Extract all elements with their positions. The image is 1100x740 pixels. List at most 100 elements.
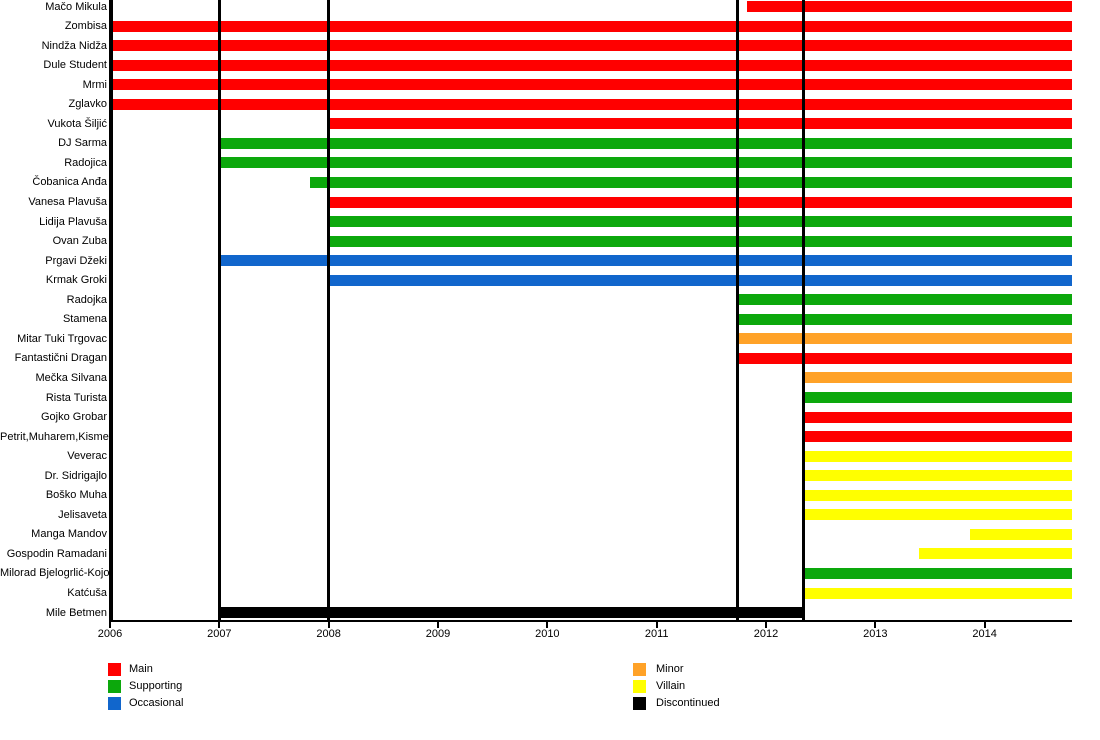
axis-tick <box>436 620 439 628</box>
axis-tick <box>764 620 767 628</box>
row-label: Krmak Groki <box>45 274 107 287</box>
row-label: Mitar Tuki Trgovac <box>17 332 107 345</box>
legend-swatch-main-icon <box>108 663 121 676</box>
row-label: Stamena <box>62 313 107 326</box>
axis-tick <box>983 620 986 628</box>
timeline-bar <box>328 274 1073 286</box>
legend-label: Occasional <box>129 696 184 709</box>
season-divider-line <box>217 0 221 621</box>
timeline-bar <box>919 548 1073 560</box>
row-label: Lidija Plavuša <box>39 215 107 228</box>
row-label: Mile Betmen <box>45 606 107 619</box>
row-label: Vanesa Plavuša <box>28 196 107 208</box>
row-label: Prgavi Džeki <box>45 254 107 267</box>
row-label: Nindža Nidža <box>41 39 107 52</box>
axis-tick-label: 2009 <box>425 628 451 640</box>
axis-tick-label: 2013 <box>863 628 888 640</box>
timeline-bar <box>219 255 1073 267</box>
timeline-bar <box>110 20 1073 32</box>
timeline-bar <box>803 470 1073 482</box>
timeline-bar <box>737 313 1073 325</box>
row-label: Dule Student <box>43 59 107 72</box>
row-label: Radojka <box>66 293 107 306</box>
row-label: Katćuša <box>67 587 107 599</box>
axis-tick <box>109 620 111 628</box>
row-label: Veverac <box>67 450 107 463</box>
legend-swatch-minor-icon <box>633 663 646 676</box>
row-label: Mačo Mikula <box>45 0 107 13</box>
timeline-bar <box>747 1 1073 12</box>
timeline-bar <box>219 607 804 619</box>
row-label: Mečka Silvana <box>35 371 107 384</box>
timeline-bar <box>110 98 1073 110</box>
legend-label: Discontinued <box>656 696 720 709</box>
axis-tick-label: 2007 <box>207 628 232 640</box>
row-label: Ovan Zuba <box>52 235 107 248</box>
timeline-bar <box>328 235 1073 247</box>
legend-label: Supporting <box>129 680 183 692</box>
timeline-bar <box>803 489 1073 501</box>
row-label: Mrmi <box>82 78 107 91</box>
timeline-bar <box>803 509 1073 521</box>
row-label: Jelisaveta <box>58 508 107 521</box>
row-label: Čobanica Anđa <box>32 176 107 189</box>
timeline-bar <box>970 528 1073 540</box>
row-label: DJ Sarma <box>58 137 107 150</box>
timeline-bar <box>803 411 1073 423</box>
axis-tick <box>874 620 877 628</box>
axis-tick-label: 2008 <box>316 628 341 640</box>
timeline-bar <box>328 118 1073 130</box>
timeline-bar <box>737 352 1073 364</box>
row-label: Zglavko <box>68 98 107 111</box>
axis-tick-label: 2014 <box>972 628 997 640</box>
axis-tick-label: 2011 <box>644 628 669 640</box>
timeline-bar <box>737 333 1073 345</box>
axis-tick-label: 2006 <box>97 628 123 640</box>
timeline-bar <box>803 567 1073 579</box>
timeline-bar <box>328 216 1073 228</box>
legend-label: Villain <box>656 680 686 692</box>
row-label: Milorad Bjelogrlić-Kojo <box>0 567 110 580</box>
season-divider-line <box>736 0 740 621</box>
row-label: Manga Mandov <box>31 528 107 541</box>
row-label: Dr. Sidrigajlo <box>44 469 107 482</box>
axis-tick-label: 2012 <box>753 628 779 640</box>
row-label: Boško Muha <box>45 489 107 502</box>
x-axis-line <box>110 619 1073 622</box>
timeline-bar <box>328 196 1073 208</box>
row-label: Radojica <box>64 156 107 169</box>
axis-tick <box>546 620 549 628</box>
legend-swatch-villain-icon <box>633 680 646 693</box>
legend-swatch-discontinued-icon <box>633 696 646 710</box>
timeline-bar <box>219 157 1073 169</box>
axis-tick <box>218 620 221 628</box>
timeline-bar <box>803 372 1073 384</box>
row-label: Vukota Šiljić <box>47 117 107 130</box>
y-axis-line <box>109 0 113 621</box>
axis-tick-label: 2010 <box>535 628 560 640</box>
season-divider-line <box>327 0 331 621</box>
legend-label: Minor <box>656 663 684 675</box>
legend-swatch-supporting-icon <box>108 680 121 693</box>
timeline-bar <box>803 587 1073 599</box>
row-label: Rista Turista <box>45 391 107 404</box>
row-label: Gojko Grobar <box>40 411 107 424</box>
timeline-bar <box>110 79 1073 91</box>
row-label: Fantastični Dragan <box>14 352 107 365</box>
timeline-bar <box>110 59 1073 71</box>
axis-tick <box>655 620 658 628</box>
legend-label: Main <box>129 663 153 675</box>
timeline-bar <box>803 450 1073 462</box>
row-label: Petrit,Muharem,Kismet <box>0 430 112 443</box>
legend-swatch-occasional-icon <box>108 696 121 710</box>
timeline-bar <box>219 137 1073 149</box>
timeline-bar <box>310 176 1073 188</box>
row-label: Zombisa <box>64 20 107 33</box>
season-divider-line <box>801 0 805 621</box>
timeline-bar <box>737 294 1073 306</box>
timeline-bar <box>803 431 1073 443</box>
row-label: Gospodin Ramadani <box>6 547 107 560</box>
axis-tick <box>327 620 330 628</box>
timeline-bar <box>803 392 1073 403</box>
